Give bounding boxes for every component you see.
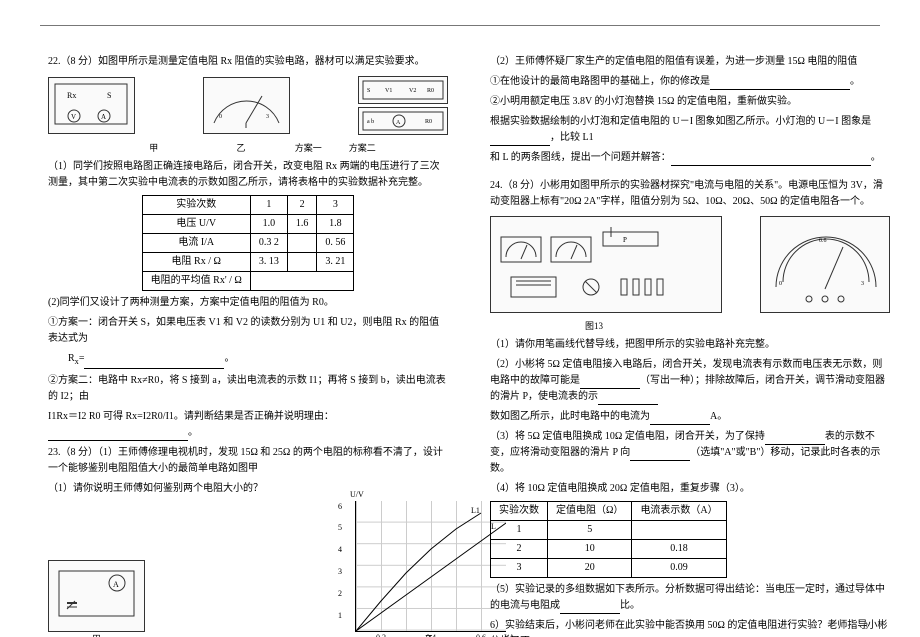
td: 2	[491, 540, 548, 559]
ytick: 3	[338, 566, 342, 579]
td: 1.6	[287, 215, 317, 234]
td: 电阻的平均值 Rx' / Ω	[142, 272, 250, 291]
text: 比。	[620, 600, 640, 611]
fig-circuit-jia: Rx S V A	[48, 77, 135, 134]
fig-circuit-q23: A	[48, 560, 145, 632]
td: 3. 21	[317, 253, 354, 272]
q22-opt1: ①方案一：闭合开关 S，如果电压表 V1 和 V2 的读数分别为 U1 和 U2…	[48, 317, 439, 344]
q23-p1: （1）请你说明王师傅如何鉴别两个电阻大小的？	[48, 483, 263, 494]
q23-r4: 根据实验数据绘制的小灯泡和定值电阻的 U－I 图象如图乙所示。小灯泡的 U－I …	[490, 116, 871, 127]
q22-opt2: ②方案二：电路中 Rx≠R0，将 S 接到 a，读出电流表的示数 I1；再将 S…	[48, 375, 446, 402]
fig-label: 甲	[48, 632, 145, 637]
ytick: 6	[338, 501, 342, 514]
svg-text:0: 0	[779, 281, 782, 287]
td: 0.18	[632, 540, 726, 559]
td: 0.09	[632, 559, 726, 578]
td: 1.0	[250, 215, 287, 234]
fig-label: 方案二	[340, 141, 385, 155]
svg-text:S: S	[367, 88, 370, 94]
chart-ui: L1 L U/V 6 5 4 3 2 1 0.2 0.4 0.6 I/A	[355, 501, 506, 632]
axis-label: U/V	[350, 489, 364, 502]
q24-stem: 24.（8 分）小彬用如图甲所示的实验器材探究"电流与电阻的关系"。电源电压恒为…	[490, 180, 883, 207]
fig-meter-yi: 03	[203, 77, 290, 134]
svg-text:L1: L1	[471, 506, 480, 515]
q23-r1: （2）王师傅怀疑厂家生产的定值电阻的阻值有误差，为进一步测量 15Ω 电阻的阻值	[490, 56, 857, 67]
th: 实验次数	[491, 502, 548, 521]
td: 电压 U/V	[142, 215, 250, 234]
xtick: 0.6	[476, 632, 486, 637]
q24-p4: （4）将 10Ω 定值电阻换成 20Ω 定值电阻，重复步骤（3）。	[490, 483, 750, 494]
svg-text:0.6: 0.6	[819, 238, 827, 244]
xtick: 0.2	[376, 632, 386, 637]
fig-label: 乙	[199, 141, 284, 155]
td: 3	[491, 559, 548, 578]
th: 1	[250, 196, 287, 215]
svg-text:3: 3	[861, 281, 864, 287]
ytick: 4	[338, 544, 342, 557]
td: 1.8	[317, 215, 354, 234]
q22-stem: 22.（8 分）如图甲所示是测量定值电阻 Rx 阻值的实验电路，器材可以满足实验…	[48, 56, 425, 67]
th: 电流表示数（A）	[632, 502, 726, 521]
ytick: 2	[338, 588, 342, 601]
fig-apparatus: P	[490, 216, 722, 313]
svg-text:A: A	[101, 113, 106, 121]
fig-label: 方案一	[286, 141, 331, 155]
ytick: 5	[338, 522, 342, 535]
q24-p2d: 数如图乙所示，此时电路中的电流为	[490, 411, 650, 422]
q24-table: 实验次数 定值电阻（Ω） 电流表示数（A） 1 5 2 10 0.18 3 20…	[490, 501, 727, 578]
th: 定值电阻（Ω）	[548, 502, 632, 521]
q22-p1: （1）同学们按照电路图正确连接电路后，闭合开关，改变电阻 Rx 两端的电压进行了…	[48, 161, 440, 188]
th: 实验次数	[142, 196, 250, 215]
q23-r5: 和 L 的两条图线，提出一个问题并解答：	[490, 152, 671, 163]
td: 1	[491, 521, 548, 540]
svg-text:A: A	[396, 120, 401, 126]
svg-text:V: V	[71, 113, 76, 121]
svg-text:A: A	[113, 580, 119, 589]
td: 0. 56	[317, 234, 354, 253]
xtick: 0.4	[426, 632, 436, 637]
td: 0.3 2	[250, 234, 287, 253]
q22-table: 实验次数 1 2 3 电压 U/V 1.0 1.6 1.8 电流 I/A 0.3…	[142, 195, 355, 291]
th: 2	[287, 196, 317, 215]
ytick: 1	[338, 610, 342, 623]
q24-p6: 6）实验结束后，小彬问老师在此实验中能否换用 50Ω 的定值电阻进行实验？老师指…	[490, 620, 887, 637]
q23-r3: ②小明用额定电压 3.8V 的小灯泡替换 15Ω 的定值电阻，重新做实验。	[490, 96, 797, 107]
svg-text:3: 3	[266, 114, 269, 120]
svg-text:P: P	[623, 236, 627, 244]
page-number: 3	[864, 621, 869, 631]
q24-p1: （1）请你用笔画线代替导线，把图甲所示的实验电路补充完整。	[490, 339, 775, 350]
svg-text:R0: R0	[425, 119, 432, 125]
svg-text:V1: V1	[385, 88, 392, 94]
q22-p2: (2)同学们又设计了两种测量方案，方案中定值电阻的阻值为 R0。	[48, 297, 334, 308]
svg-text:S: S	[107, 91, 111, 100]
td: 5	[548, 521, 632, 540]
svg-text:V2: V2	[409, 88, 416, 94]
q24-p5: （5）实验记录的多组数据如下表所示。分析数据可得出结论：当电压一定时，通过导体中…	[490, 584, 885, 611]
fig-meter-reading: 030.6	[760, 216, 890, 313]
svg-text:R0: R0	[427, 88, 434, 94]
q23-r2: ①在他设计的最简电路图甲的基础上，你的修改是	[490, 76, 710, 87]
fig-scheme-2: a b A R0	[358, 107, 448, 135]
svg-text:0: 0	[219, 114, 222, 120]
text: ，比较 L1	[550, 132, 594, 143]
q23-stem: 23.（8 分）（1）王师傅修理电视机时，发现 15Ω 和 25Ω 的两个电阻的…	[48, 447, 443, 474]
td: 电流 I/A	[142, 234, 250, 253]
th: 3	[317, 196, 354, 215]
fig-label: 图13	[585, 319, 890, 333]
fig-scheme-1: S V1 V2 R0	[358, 76, 448, 104]
svg-text:Rx: Rx	[67, 91, 76, 100]
svg-text:a b: a b	[367, 119, 374, 125]
fig-label: 甲	[111, 141, 196, 155]
td: 3. 13	[250, 253, 287, 272]
td: 电阻 Rx / Ω	[142, 253, 250, 272]
td: 20	[548, 559, 632, 578]
q22-opt2b: I1Rx＝I2 R0 可得 Rx=I2R0/I1。请判断结果是否正确并说明理由：	[48, 411, 334, 422]
td: 10	[548, 540, 632, 559]
q24-p3: （3）将 5Ω 定值电阻换成 10Ω 定值电阻，闭合开关，为了保持	[490, 431, 765, 442]
